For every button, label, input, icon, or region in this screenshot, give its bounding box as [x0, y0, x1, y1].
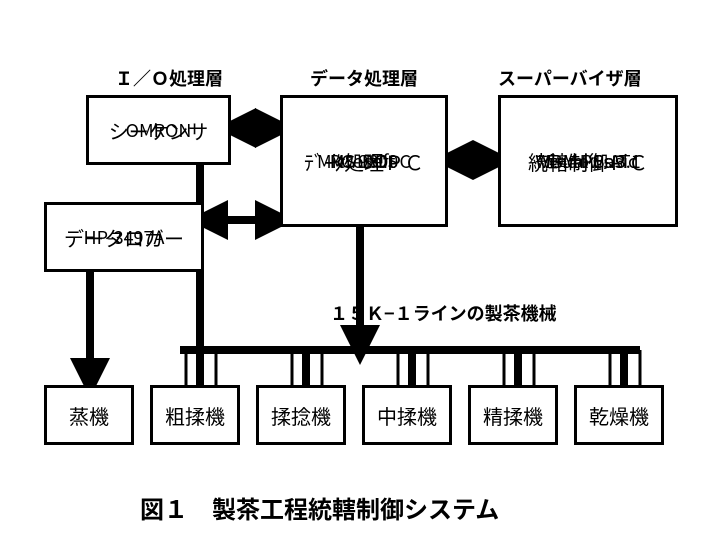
- node-datapc-l4: Microsoft C: [317, 150, 411, 173]
- node-machine-5: 精揉機: [468, 385, 558, 445]
- node-machine-6-label: 乾燥機: [589, 401, 649, 430]
- node-logger-l2: HP-3497A: [84, 226, 165, 249]
- node-machine-2-label: 粗揉機: [165, 401, 225, 430]
- node-machine-3: 揉捻機: [256, 385, 346, 445]
- node-machine-2: 粗揉機: [150, 385, 240, 445]
- figure-caption: 図１ 製茶工程統轄制御システム: [140, 490, 499, 525]
- header-data-layer: データ処理層: [310, 65, 418, 91]
- node-sequencer: シーケンサ OMRON: [86, 95, 231, 165]
- header-super-layer: スーパーバイザ層: [498, 65, 642, 91]
- node-machine-1-label: 蒸機: [69, 401, 109, 430]
- node-machine-4-label: 中揉機: [377, 401, 437, 430]
- node-machine-5-label: 精揉機: [483, 401, 543, 430]
- node-sequencer-sub: OMRON: [126, 119, 192, 142]
- node-machine-6: 乾燥機: [574, 385, 664, 445]
- header-io-layer: Ｉ／Ｏ処理層: [115, 65, 223, 91]
- bus-label: １５Ｋ−１ラインの製茶機械: [330, 300, 557, 326]
- node-superpc-l4: Visual Basic: [539, 150, 637, 173]
- node-machine-4: 中揉機: [362, 385, 452, 445]
- node-logger: データロガー HP-3497A: [44, 202, 204, 272]
- diagram-stage: Ｉ／Ｏ処理層 データ処理層 スーパーバイザ層 シーケンサ OMRON ﾃﾞｰﾀ処…: [0, 0, 704, 556]
- node-machine-1: 蒸機: [44, 385, 134, 445]
- node-datapc: ﾃﾞｰﾀ処理ＰＣ PC-9800 MS-DOS Microsoft C: [280, 95, 448, 227]
- node-superpc: 統轄制御ＰＣ IBM PC-AT Windows 3.1 Visual Basi…: [498, 95, 678, 227]
- node-machine-3-label: 揉捻機: [271, 401, 331, 430]
